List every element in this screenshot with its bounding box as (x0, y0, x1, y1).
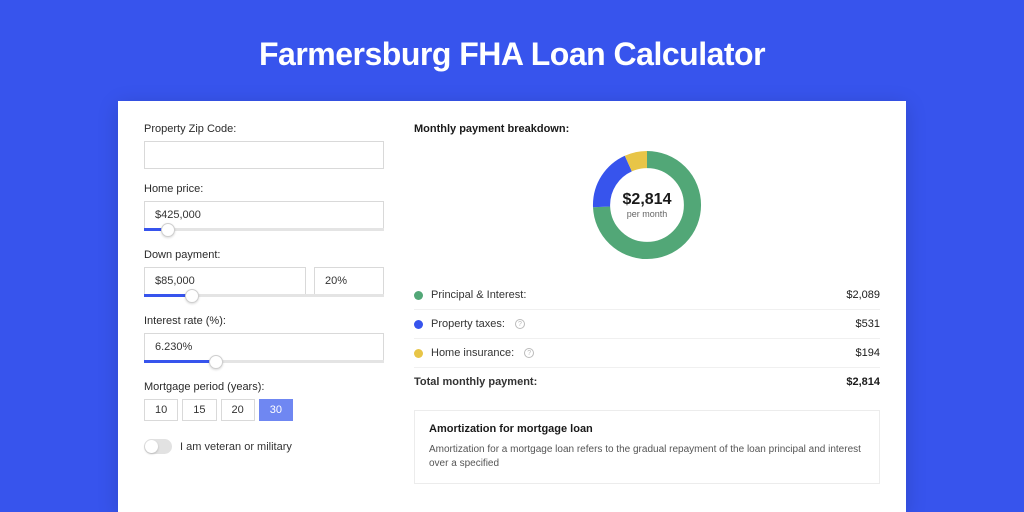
zip-field: Property Zip Code: (144, 123, 384, 169)
legend-label: Principal & Interest: (431, 289, 526, 301)
legend-dot (414, 349, 423, 358)
mortgage-period-label: Mortgage period (years): (144, 381, 384, 393)
slider-thumb[interactable] (185, 289, 199, 303)
total-row: Total monthly payment: $2,814 (414, 367, 880, 396)
total-amount: $2,814 (846, 376, 880, 388)
legend-amount: $2,089 (846, 289, 880, 301)
legend-label: Home insurance: (431, 347, 514, 359)
slider-thumb[interactable] (209, 355, 223, 369)
form-column: Property Zip Code: Home price: Down paym… (144, 123, 384, 512)
home-price-input[interactable] (144, 201, 384, 229)
donut-value: $2,814 (623, 191, 672, 209)
amortization-section: Amortization for mortgage loan Amortizat… (414, 410, 880, 484)
legend-row: Principal & Interest: $2,089 (414, 281, 880, 309)
legend-amount: $194 (856, 347, 880, 359)
page-title: Farmersburg FHA Loan Calculator (259, 36, 765, 73)
veteran-toggle[interactable] (144, 439, 172, 454)
info-icon[interactable]: ? (524, 348, 534, 358)
total-label: Total monthly payment: (414, 376, 537, 388)
interest-rate-field: Interest rate (%): (144, 315, 384, 363)
interest-rate-slider[interactable] (144, 360, 384, 363)
legend-dot (414, 320, 423, 329)
period-option-10[interactable]: 10 (144, 399, 178, 421)
legend-row: Home insurance:? $194 (414, 338, 880, 367)
down-payment-field: Down payment: (144, 249, 384, 297)
slider-thumb[interactable] (161, 223, 175, 237)
donut-sub: per month (627, 209, 668, 219)
home-price-slider[interactable] (144, 228, 384, 231)
legend-dot (414, 291, 423, 300)
zip-label: Property Zip Code: (144, 123, 384, 135)
legend-row: Property taxes:? $531 (414, 309, 880, 338)
interest-rate-label: Interest rate (%): (144, 315, 384, 327)
down-payment-pct-input[interactable] (314, 267, 384, 295)
zip-input[interactable] (144, 141, 384, 169)
breakdown-title: Monthly payment breakdown: (414, 123, 880, 135)
donut-chart: $2,814 per month (414, 145, 880, 265)
period-option-15[interactable]: 15 (182, 399, 216, 421)
down-payment-input[interactable] (144, 267, 306, 295)
legend-label: Property taxes: (431, 318, 505, 330)
down-payment-label: Down payment: (144, 249, 384, 261)
legend: Principal & Interest: $2,089 Property taxe… (414, 281, 880, 367)
page-root: Farmersburg FHA Loan Calculator Property… (0, 0, 1024, 512)
amortization-title: Amortization for mortgage loan (429, 423, 865, 435)
home-price-field: Home price: (144, 183, 384, 231)
legend-amount: $531 (856, 318, 880, 330)
home-price-label: Home price: (144, 183, 384, 195)
mortgage-period-field: Mortgage period (years): 10152030 (144, 381, 384, 421)
veteran-row: I am veteran or military (144, 439, 384, 454)
calculator-card: Property Zip Code: Home price: Down paym… (118, 101, 906, 512)
veteran-label: I am veteran or military (180, 441, 292, 453)
amortization-text: Amortization for a mortgage loan refers … (429, 443, 865, 471)
interest-rate-input[interactable] (144, 333, 384, 361)
breakdown-column: Monthly payment breakdown: $2,814 per mo… (414, 123, 880, 512)
info-icon[interactable]: ? (515, 319, 525, 329)
period-option-30[interactable]: 30 (259, 399, 293, 421)
period-option-20[interactable]: 20 (221, 399, 255, 421)
period-options: 10152030 (144, 399, 384, 421)
down-payment-slider[interactable] (144, 294, 384, 297)
